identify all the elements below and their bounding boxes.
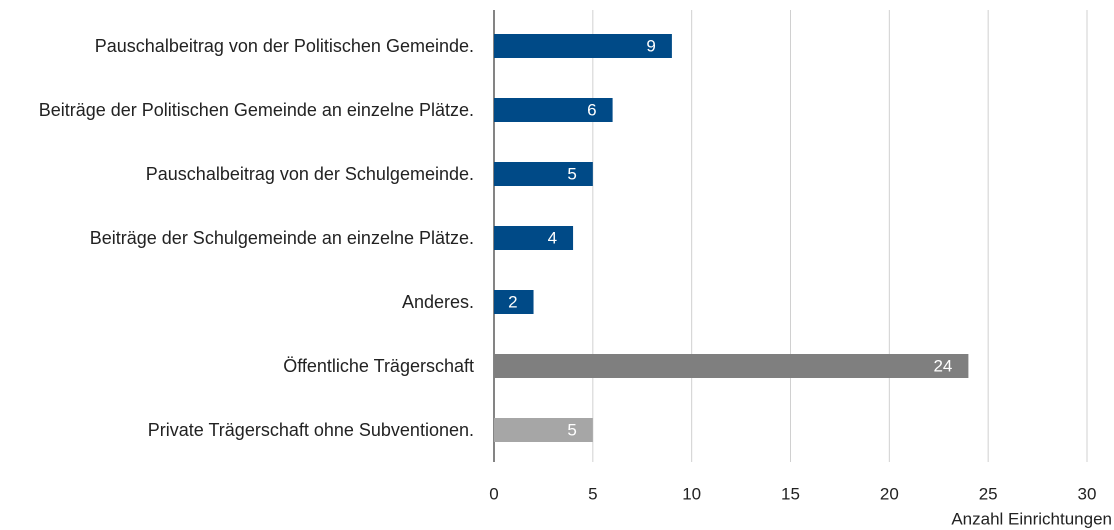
category-label: Beiträge der Politischen Gemeinde an ein… xyxy=(38,100,474,120)
value-label: 5 xyxy=(567,420,576,439)
x-tick-label: 0 xyxy=(489,484,498,503)
category-label: Private Trägerschaft ohne Subventionen. xyxy=(147,420,474,440)
x-tick-label: 30 xyxy=(1078,484,1097,503)
value-label: 24 xyxy=(933,356,952,375)
value-label: 4 xyxy=(548,228,557,247)
bar xyxy=(494,290,534,314)
x-tick-label: 5 xyxy=(588,484,597,503)
x-tick-label: 10 xyxy=(682,484,701,503)
bar xyxy=(494,162,593,186)
x-tick-label: 20 xyxy=(880,484,899,503)
bar xyxy=(494,98,613,122)
x-tick-label: 25 xyxy=(979,484,998,503)
x-tick-label: 15 xyxy=(781,484,800,503)
value-label: 9 xyxy=(646,36,655,55)
bar xyxy=(494,418,593,442)
category-label: Anderes. xyxy=(401,292,474,312)
category-label: Öffentliche Trägerschaft xyxy=(283,356,474,376)
value-label: 5 xyxy=(567,164,576,183)
category-label: Pauschalbeitrag von der Politischen Geme… xyxy=(94,36,474,56)
bar xyxy=(494,34,672,58)
value-label: 6 xyxy=(587,100,596,119)
value-label: 2 xyxy=(508,292,517,311)
x-axis-label: Anzahl Einrichtungen xyxy=(951,509,1112,528)
bar xyxy=(494,226,574,250)
bar xyxy=(494,354,969,378)
category-label: Pauschalbeitrag von der Schulgemeinde. xyxy=(145,164,474,184)
category-label: Beiträge der Schulgemeinde an einzelne P… xyxy=(89,228,474,248)
